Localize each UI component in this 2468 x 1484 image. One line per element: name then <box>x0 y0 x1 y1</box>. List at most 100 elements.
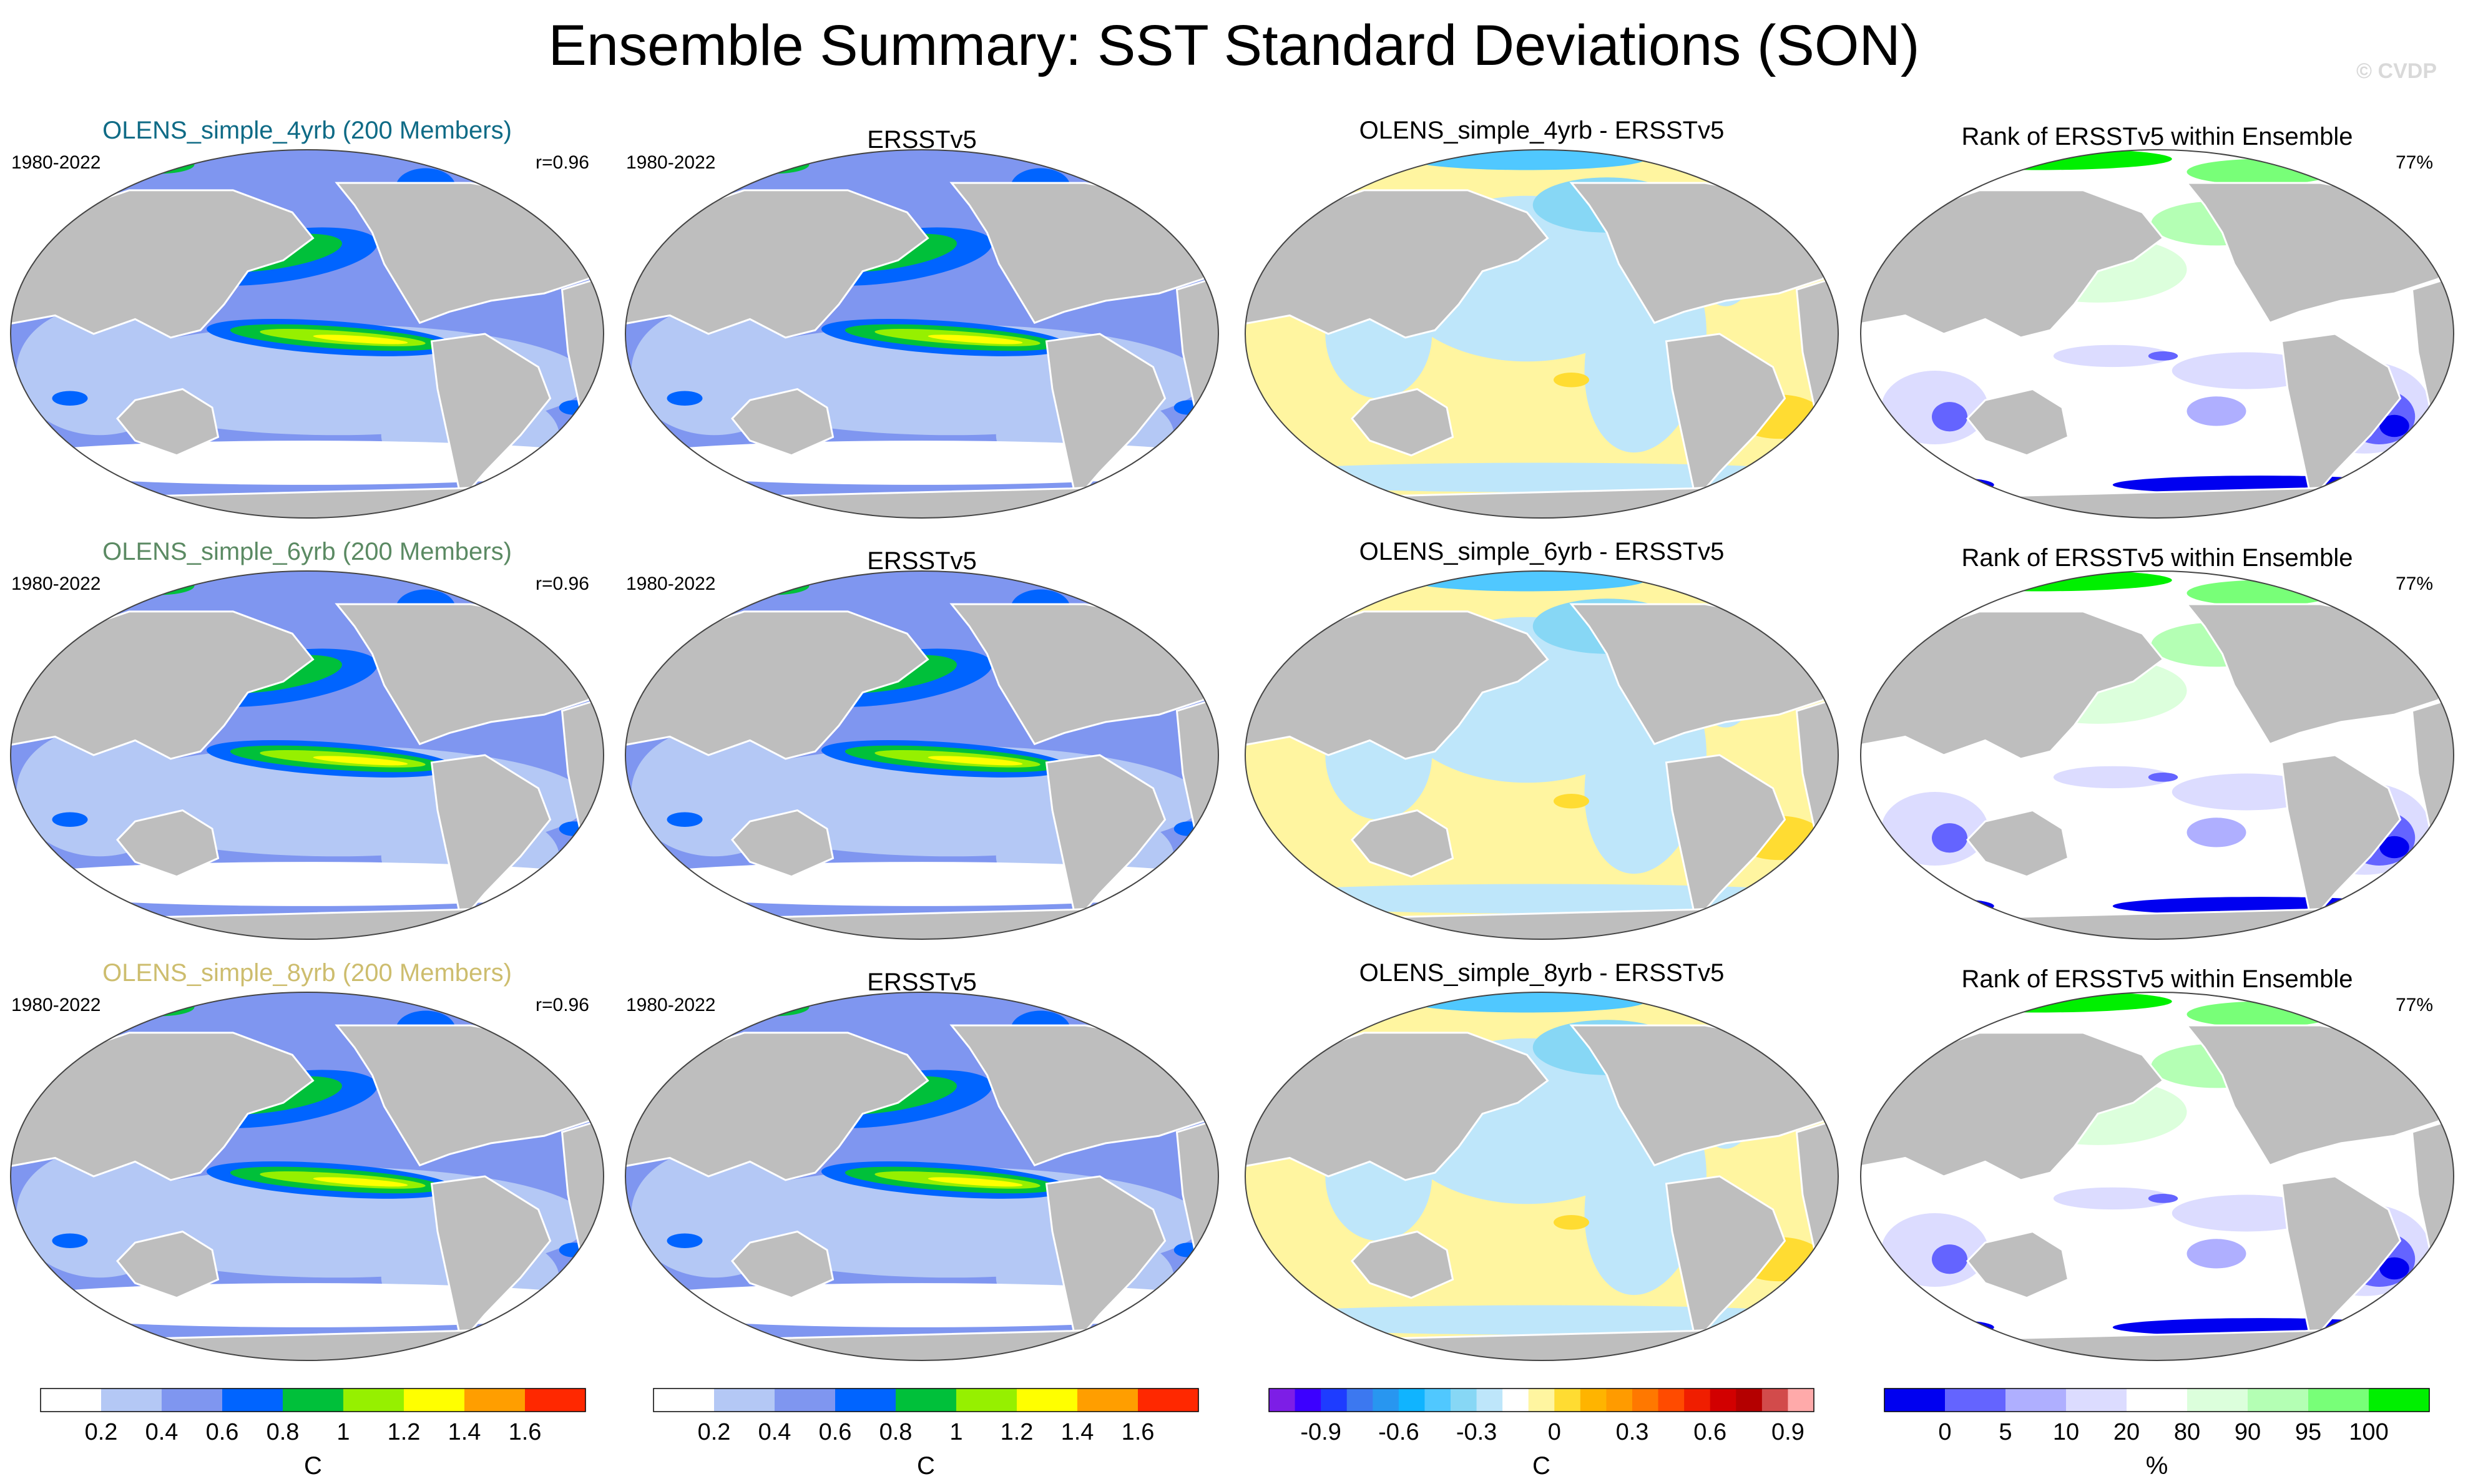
difference-panel-title: OLENS_simple_8yrb - ERSSTv5 <box>1359 959 1725 987</box>
rank-panel-title: Rank of ERSSTv5 within Ensemble <box>1961 965 2353 993</box>
colorbar-tick-label: 0.6 <box>819 1419 852 1445</box>
colorbar-swatch <box>525 1389 586 1412</box>
colorbar-unit-label: % <box>2146 1452 2168 1480</box>
colorbar-swatch <box>222 1389 283 1412</box>
colorbar-tick-label: 0.4 <box>145 1419 179 1445</box>
rank-percent-label: 77% <box>2396 995 2434 1015</box>
colorbar-rank: 0 5 10 20 80 90 95 100% <box>1884 1388 2430 1480</box>
map-border <box>625 570 1219 940</box>
colorbar-tick-label: 95 <box>2295 1419 2321 1445</box>
colorbar-tick-label: -0.6 <box>1378 1419 1419 1445</box>
colorbar-swatch <box>714 1389 775 1412</box>
colorbar-tick-label: 0.9 <box>1771 1419 1804 1445</box>
map-border <box>10 149 604 519</box>
ensemble-panel-title: OLENS_simple_4yrb (200 Members) <box>102 117 512 144</box>
colorbar-swatch <box>835 1389 896 1412</box>
period-label: 1980-2022 <box>11 152 101 173</box>
map-border <box>1860 149 2454 519</box>
colorbar-tick-label: 100 <box>2349 1419 2388 1445</box>
colorbar-frame <box>653 1388 1199 1412</box>
colorbar-tick-label: 90 <box>2235 1419 2261 1445</box>
colorbar-swatch <box>1269 1389 1296 1412</box>
period-label: 1980-2022 <box>11 574 101 594</box>
colorbar-tick-label: -0.3 <box>1456 1419 1497 1445</box>
colorbar-frame <box>1884 1388 2430 1412</box>
colorbar-tick-label: 0.6 <box>206 1419 239 1445</box>
colorbar-unit-label: C <box>917 1452 935 1480</box>
observed-stddev-map <box>625 992 1218 1360</box>
colorbar-swatch <box>162 1389 223 1412</box>
colorbar-tick-label: 1.4 <box>1061 1419 1094 1445</box>
colorbar-swatch <box>1346 1389 1373 1412</box>
colorbar-swatch <box>896 1389 957 1412</box>
rank-panel-title: Rank of ERSSTv5 within Ensemble <box>1961 544 2353 572</box>
ensemble-panel-title: OLENS_simple_6yrb (200 Members) <box>102 538 512 565</box>
colorbar-swatch <box>1295 1389 1321 1412</box>
colorbar-swatch <box>2308 1389 2369 1412</box>
colorbar-sst-stddev: 0.2 0.4 0.6 0.8 1 1.2 1.4 1.6 C <box>40 1388 586 1480</box>
observed-stddev-map <box>625 150 1218 518</box>
colorbar-tick-label: 10 <box>2053 1419 2079 1445</box>
obs-period-label: 1980-2022 <box>626 995 716 1015</box>
colorbar-swatch <box>1476 1389 1503 1412</box>
rank-map <box>1861 992 2454 1360</box>
colorbar-frame <box>1268 1388 1814 1412</box>
colorbar-unit-label: C <box>304 1452 322 1480</box>
map-border <box>1245 992 1839 1361</box>
colorbar-swatch <box>1554 1389 1581 1412</box>
figure-title: Ensemble Summary: SST Standard Deviation… <box>548 14 1920 77</box>
colorbar-unit-label: C <box>1532 1452 1550 1480</box>
colorbar-frame <box>40 1388 586 1412</box>
map-border <box>1245 570 1839 940</box>
obs-panel-title: ERSSTv5 <box>867 126 977 154</box>
colorbar-tick-label: 0.6 <box>1693 1419 1726 1445</box>
colorbar-swatch <box>1884 1389 1946 1412</box>
map-border <box>1860 992 2454 1361</box>
colorbar-swatch <box>2127 1389 2188 1412</box>
colorbar-swatch <box>1502 1389 1529 1412</box>
colorbar-swatch <box>1684 1389 1711 1412</box>
map-border <box>1245 149 1839 519</box>
map-border <box>10 992 604 1361</box>
colorbar-swatch <box>2005 1389 2067 1412</box>
rank-percent-label: 77% <box>2396 152 2434 173</box>
colorbar-tick-label: 1.4 <box>448 1419 481 1445</box>
colorbar-tick-label: 1.6 <box>1122 1419 1155 1445</box>
colorbar-tick-label: 0 <box>1548 1419 1561 1445</box>
colorbar-swatch <box>1017 1389 1078 1412</box>
colorbar-swatch <box>1710 1389 1736 1412</box>
watermark: © CVDP <box>2356 59 2437 83</box>
map-border <box>10 570 604 940</box>
colorbar-tick-label: 1.6 <box>509 1419 542 1445</box>
colorbar-swatch <box>654 1389 715 1412</box>
period-label: 1980-2022 <box>11 995 101 1015</box>
colorbar-tick-label: 1.2 <box>1001 1419 1034 1445</box>
colorbar-swatch <box>1788 1389 1814 1412</box>
colorbar-swatch <box>775 1389 836 1412</box>
colorbar-swatch <box>1373 1389 1399 1412</box>
colorbar-swatch <box>2187 1389 2248 1412</box>
correlation-label: r=0.96 <box>536 574 589 594</box>
map-border <box>625 149 1219 519</box>
colorbar-sst-stddev-obs: 0.2 0.4 0.6 0.8 1 1.2 1.4 1.6 C <box>653 1388 1199 1480</box>
colorbar-tick-label: 80 <box>2174 1419 2200 1445</box>
difference-panel-title: OLENS_simple_4yrb - ERSSTv5 <box>1359 117 1725 144</box>
map-border <box>625 992 1219 1361</box>
rank-percent-label: 77% <box>2396 574 2434 594</box>
correlation-label: r=0.96 <box>536 152 589 173</box>
colorbar-swatch <box>41 1389 102 1412</box>
colorbar-swatch <box>404 1389 465 1412</box>
colorbar-swatch <box>1077 1389 1139 1412</box>
colorbar-swatch <box>2066 1389 2127 1412</box>
colorbar-tick-label: -0.9 <box>1300 1419 1341 1445</box>
rank-panel-title: Rank of ERSSTv5 within Ensemble <box>1961 123 2353 150</box>
colorbar-tick-label: 20 <box>2113 1419 2140 1445</box>
colorbar-swatch <box>956 1389 1017 1412</box>
colorbar-swatch <box>1424 1389 1451 1412</box>
colorbar-tick-label: 1 <box>949 1419 962 1445</box>
colorbar-tick-label: 0.8 <box>267 1419 300 1445</box>
colorbar-swatch <box>2248 1389 2309 1412</box>
